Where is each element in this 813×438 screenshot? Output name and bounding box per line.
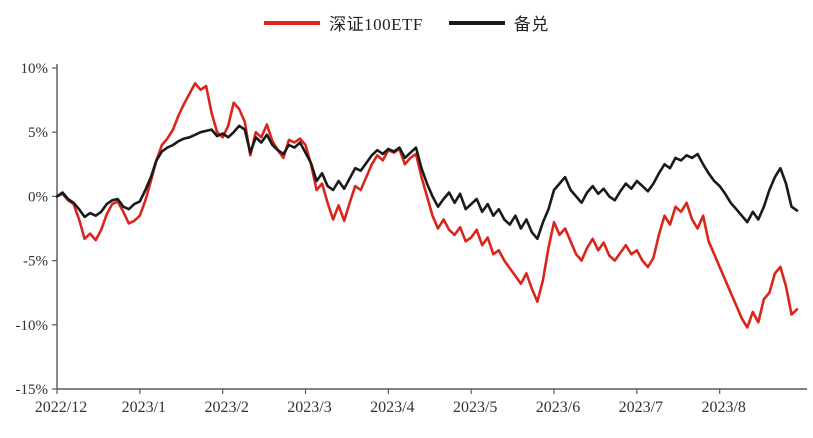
legend-item-etf: 深证100ETF (264, 10, 423, 35)
x-tick-label: 2023/3 (287, 399, 331, 416)
chart-legend: 深证100ETF 备兑 (0, 10, 813, 35)
y-tick-label: -5% (23, 254, 48, 270)
x-tick-label: 2023/2 (204, 399, 248, 416)
series-line-1 (55, 124, 799, 241)
x-tick-label: 2023/1 (122, 399, 166, 416)
x-tick-label: 2022/12 (35, 399, 87, 416)
x-tick-label: 2023/7 (619, 399, 663, 416)
series-line-0 (55, 82, 799, 329)
x-tick-label: 2023/8 (701, 399, 745, 416)
x-tick-label: 2023/5 (453, 399, 497, 416)
y-tick-label: -10% (16, 318, 49, 334)
legend-item-covered-call: 备兑 (448, 10, 549, 35)
y-tick-label: 5% (28, 125, 48, 141)
x-tick-label: 2023/4 (370, 399, 414, 416)
y-tick-label: 0% (28, 189, 48, 205)
legend-label-covered-call: 备兑 (513, 15, 549, 34)
legend-line-swatch-covered-call (448, 20, 505, 25)
x-tick-label: 2023/6 (536, 399, 580, 416)
y-tick-label: -15% (16, 382, 49, 398)
y-tick-label: 10% (21, 61, 49, 77)
legend-line-swatch-etf (264, 20, 321, 25)
legend-label-etf: 深证100ETF (329, 15, 423, 34)
